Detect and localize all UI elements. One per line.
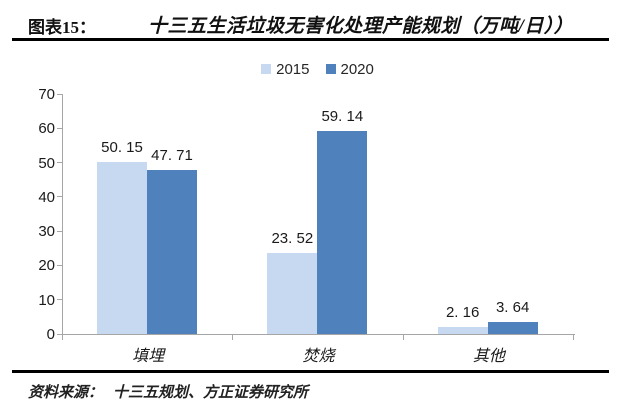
bar-2015-填埋	[97, 162, 147, 334]
bar-2020-填埋	[147, 170, 197, 334]
legend-swatch-2015	[261, 64, 272, 74]
bar-value-label: 47. 71	[151, 147, 193, 165]
x-axis-tick	[62, 334, 63, 340]
x-axis-category-label: 其他	[472, 348, 505, 365]
y-axis-tick	[57, 333, 63, 335]
bar-value-label: 50. 15	[101, 139, 143, 157]
bar-chart-plot: 0 10 20 30 40 50 60 70 50. 15 47. 71 填埋 23. 52 59. 1…	[38, 87, 575, 365]
x-axis-category-label: 填埋	[132, 348, 165, 365]
bar-2020-其他	[487, 321, 538, 334]
bar-value-label: 59. 14	[321, 108, 364, 126]
y-axis-tick	[57, 162, 63, 164]
x-axis-line	[62, 334, 575, 335]
legend-item-2015: 2015	[261, 60, 310, 78]
bar-value-label: 3. 64	[495, 298, 530, 316]
bar-value-label: 23. 52	[271, 230, 314, 248]
legend-item-2020: 2020	[325, 60, 374, 78]
bar-2015-焚烧	[267, 253, 318, 334]
source-note: 资料来源： 十三五规划、方正证券研究所	[28, 381, 308, 402]
source-label: 资料来源：	[28, 385, 104, 401]
x-axis-tick	[403, 334, 404, 340]
y-axis-tick	[57, 196, 63, 198]
legend-swatch-2020	[325, 64, 336, 74]
top-divider	[12, 38, 609, 41]
y-axis-tick	[57, 127, 63, 129]
chart-legend: 2015 2020	[62, 59, 573, 79]
bottom-divider	[12, 370, 609, 373]
bar-value-label: 2. 16	[445, 303, 480, 321]
y-axis-tick-label: 10	[38, 291, 55, 309]
y-axis-tick-label: 0	[46, 326, 55, 343]
y-axis-tick	[57, 299, 63, 301]
bar-2020-焚烧	[317, 131, 368, 334]
figure-label: 图表15：	[28, 18, 96, 37]
y-axis-tick-label: 50	[38, 154, 55, 172]
figure-title: 十三五生活垃圾无害化处理产能规划（万吨/日））	[148, 16, 574, 37]
x-axis-tick	[232, 334, 233, 340]
y-axis-tick-label: 70	[38, 86, 55, 103]
y-axis-tick-label: 20	[38, 257, 55, 275]
x-axis-tick	[573, 334, 574, 340]
y-axis-tick-label: 30	[38, 223, 55, 241]
y-axis-tick-label: 60	[38, 120, 55, 138]
x-axis-category-label: 焚烧	[302, 348, 335, 365]
legend-label: 2020	[340, 60, 374, 78]
y-axis-tick	[57, 230, 63, 232]
source-text: 十三五规划、方正证券研究所	[113, 385, 309, 401]
bar-2015-其他	[437, 326, 488, 334]
legend-label: 2015	[276, 60, 310, 78]
y-axis-tick	[57, 93, 63, 95]
y-axis-tick	[57, 264, 63, 266]
y-axis-tick-label: 40	[38, 188, 55, 206]
